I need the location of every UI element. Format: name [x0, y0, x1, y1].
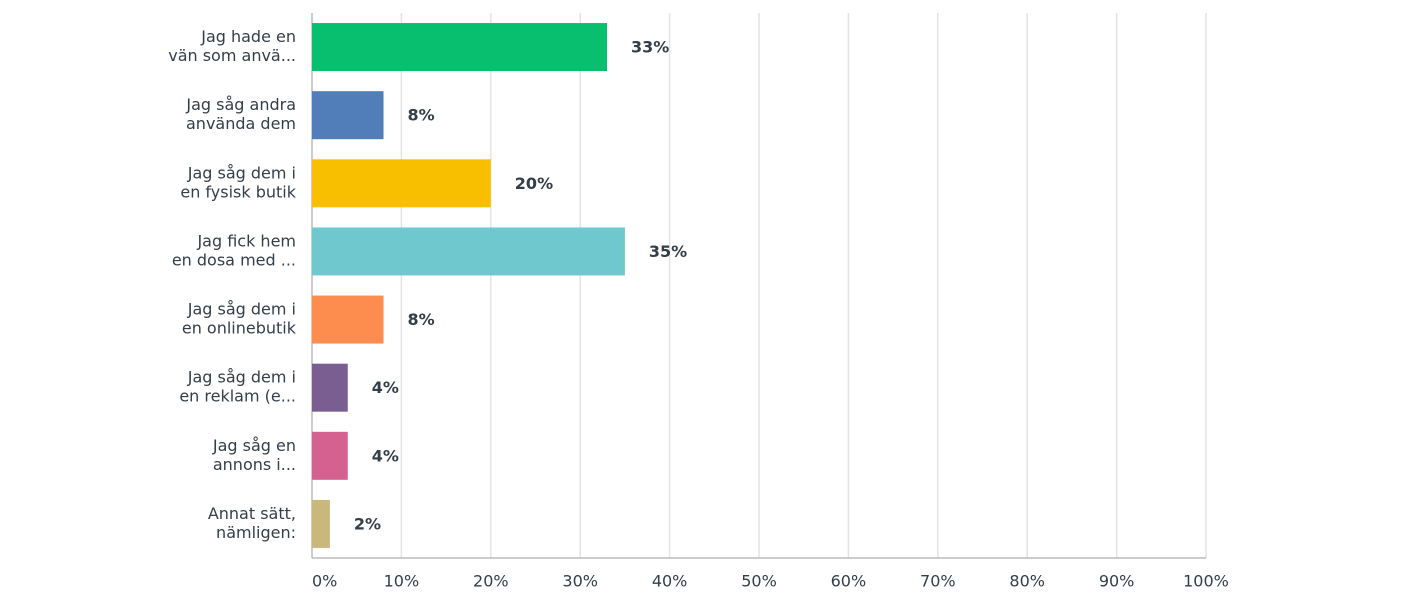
- y-tick-label: nämligen:: [216, 523, 296, 542]
- value-label: 8%: [408, 310, 435, 329]
- y-tick-label: Jag hade en: [200, 27, 296, 46]
- value-label: 33%: [631, 38, 669, 57]
- y-tick-label: en dosa med ...: [172, 250, 296, 269]
- value-label: 20%: [515, 174, 553, 193]
- x-tick-label: 20%: [473, 572, 509, 591]
- value-label: 4%: [372, 446, 399, 465]
- value-label: 4%: [372, 378, 399, 397]
- bar: [312, 159, 491, 208]
- x-tick-label: 10%: [384, 572, 420, 591]
- y-tick-label: Jag fick hem: [196, 231, 296, 250]
- x-tick-label: 60%: [831, 572, 867, 591]
- y-tick-label: en reklam (e...: [179, 387, 296, 406]
- x-tick-label: 100%: [1183, 572, 1229, 591]
- x-tick-label: 90%: [1099, 572, 1135, 591]
- value-label: 8%: [408, 106, 435, 125]
- y-tick-label: Jag såg en: [212, 436, 296, 455]
- x-tick-label: 40%: [652, 572, 688, 591]
- y-tick-label: Jag såg dem i: [187, 300, 296, 319]
- bar: [312, 295, 384, 344]
- y-tick-label: Annat sätt,: [208, 504, 296, 523]
- y-tick-label: annons i...: [213, 455, 296, 474]
- x-tick-label: 0%: [312, 572, 337, 591]
- y-tick-label: Jag såg dem i: [187, 163, 296, 182]
- bar: [312, 499, 330, 548]
- x-tick-label: 70%: [920, 572, 956, 591]
- x-tick-label: 80%: [1009, 572, 1045, 591]
- y-tick-label: Jag såg andra: [185, 95, 296, 114]
- y-tick-label: Jag såg dem i: [187, 368, 296, 387]
- bar: [312, 23, 608, 72]
- y-tick-label: använda dem: [186, 114, 296, 133]
- bar: [312, 91, 384, 140]
- y-tick-label: en onlinebutik: [182, 319, 297, 338]
- bar: [312, 227, 625, 276]
- x-tick-label: 50%: [741, 572, 777, 591]
- x-tick-label: 30%: [562, 572, 598, 591]
- bar: [312, 363, 348, 412]
- y-tick-label: en fysisk butik: [180, 182, 296, 201]
- bar: [312, 431, 348, 480]
- value-label: 35%: [649, 242, 687, 261]
- y-tick-label: vän som anvä...: [168, 46, 296, 65]
- value-label: 2%: [354, 514, 381, 533]
